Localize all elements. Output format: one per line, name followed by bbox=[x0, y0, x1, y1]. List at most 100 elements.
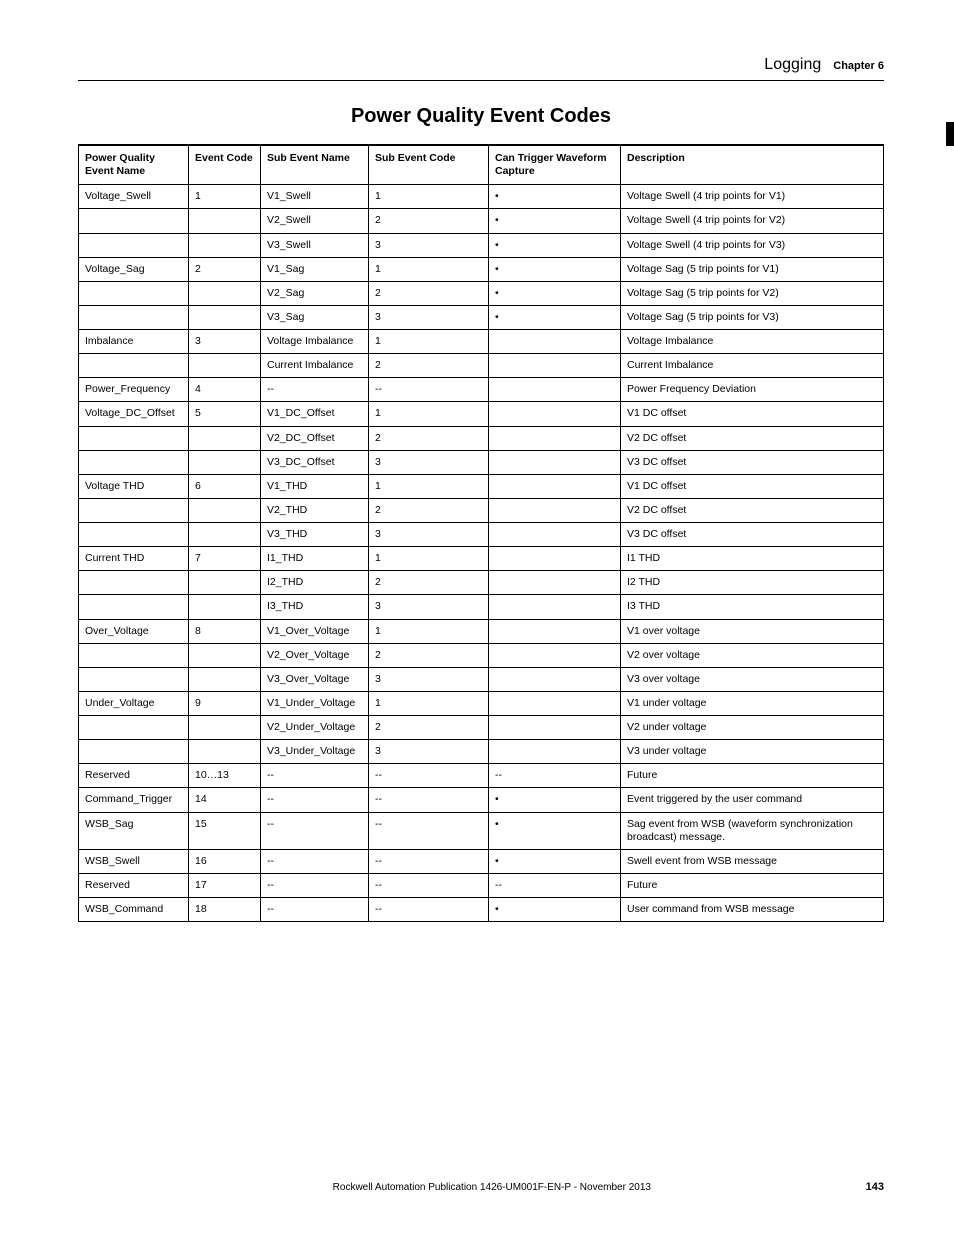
cell-sub-name: V3_Under_Voltage bbox=[261, 740, 369, 764]
table-row: V2_Over_Voltage2V2 over voltage bbox=[79, 643, 884, 667]
cell-description: Sag event from WSB (waveform synchroniza… bbox=[621, 812, 884, 849]
cell-event-code bbox=[189, 281, 261, 305]
cell-event-name bbox=[79, 450, 189, 474]
cell-description: Voltage Imbalance bbox=[621, 330, 884, 354]
cell-trigger bbox=[489, 378, 621, 402]
table-row: V2_DC_Offset2V2 DC offset bbox=[79, 426, 884, 450]
cell-sub-name: -- bbox=[261, 812, 369, 849]
cell-sub-code: 2 bbox=[369, 209, 489, 233]
cell-event-name bbox=[79, 643, 189, 667]
table-row: V3_THD3V3 DC offset bbox=[79, 523, 884, 547]
cell-event-code bbox=[189, 426, 261, 450]
cell-sub-name: -- bbox=[261, 898, 369, 922]
cell-description: I2 THD bbox=[621, 571, 884, 595]
cell-sub-name: -- bbox=[261, 378, 369, 402]
cell-sub-name: V1_Sag bbox=[261, 257, 369, 281]
cell-sub-name: V3_Swell bbox=[261, 233, 369, 257]
col-header: Event Code bbox=[189, 145, 261, 185]
cell-trigger: • bbox=[489, 849, 621, 873]
cell-sub-code: 3 bbox=[369, 450, 489, 474]
cell-event-code bbox=[189, 305, 261, 329]
cell-event-name: WSB_Swell bbox=[79, 849, 189, 873]
cell-trigger bbox=[489, 498, 621, 522]
table-row: V3_Over_Voltage3V3 over voltage bbox=[79, 667, 884, 691]
table-row: Imbalance3Voltage Imbalance1Voltage Imba… bbox=[79, 330, 884, 354]
table-row: V3_Sag3•Voltage Sag (5 trip points for V… bbox=[79, 305, 884, 329]
cell-trigger: • bbox=[489, 233, 621, 257]
table-row: Current THD7I1_THD1I1 THD bbox=[79, 547, 884, 571]
cell-event-code: 14 bbox=[189, 788, 261, 812]
cell-event-code bbox=[189, 740, 261, 764]
cell-event-code bbox=[189, 233, 261, 257]
cell-description: V3 DC offset bbox=[621, 450, 884, 474]
cell-trigger bbox=[489, 571, 621, 595]
cell-sub-name: -- bbox=[261, 849, 369, 873]
cell-sub-name: V1_Swell bbox=[261, 185, 369, 209]
cell-trigger bbox=[489, 667, 621, 691]
cell-description: V1 DC offset bbox=[621, 402, 884, 426]
cell-description: Power Frequency Deviation bbox=[621, 378, 884, 402]
cell-sub-code: -- bbox=[369, 788, 489, 812]
cell-event-name: Command_Trigger bbox=[79, 788, 189, 812]
cell-sub-name: V2_Sag bbox=[261, 281, 369, 305]
table-row: Over_Voltage8V1_Over_Voltage1V1 over vol… bbox=[79, 619, 884, 643]
cell-sub-code: 1 bbox=[369, 330, 489, 354]
cell-trigger bbox=[489, 691, 621, 715]
cell-event-code bbox=[189, 667, 261, 691]
cell-event-code: 1 bbox=[189, 185, 261, 209]
cell-event-code: 15 bbox=[189, 812, 261, 849]
cell-sub-name: V3_THD bbox=[261, 523, 369, 547]
cell-event-name: WSB_Sag bbox=[79, 812, 189, 849]
page-header: Logging Chapter 6 bbox=[78, 56, 884, 81]
cell-event-code bbox=[189, 209, 261, 233]
cell-event-name bbox=[79, 571, 189, 595]
cell-sub-name: I3_THD bbox=[261, 595, 369, 619]
cell-sub-name: I1_THD bbox=[261, 547, 369, 571]
cell-trigger bbox=[489, 523, 621, 547]
cell-sub-name: V3_Over_Voltage bbox=[261, 667, 369, 691]
cell-sub-code: -- bbox=[369, 764, 489, 788]
cell-trigger bbox=[489, 330, 621, 354]
cell-sub-code: 1 bbox=[369, 547, 489, 571]
table-row: Power_Frequency4----Power Frequency Devi… bbox=[79, 378, 884, 402]
cell-sub-name: -- bbox=[261, 873, 369, 897]
col-header: Power Quality Event Name bbox=[79, 145, 189, 185]
cell-description: Swell event from WSB message bbox=[621, 849, 884, 873]
cell-trigger bbox=[489, 595, 621, 619]
cell-sub-name: Current Imbalance bbox=[261, 354, 369, 378]
cell-description: Voltage Sag (5 trip points for V1) bbox=[621, 257, 884, 281]
cell-sub-name: -- bbox=[261, 764, 369, 788]
cell-description: V2 under voltage bbox=[621, 716, 884, 740]
col-header: Description bbox=[621, 145, 884, 185]
cell-trigger: • bbox=[489, 209, 621, 233]
cell-event-code bbox=[189, 354, 261, 378]
cell-sub-code: 3 bbox=[369, 740, 489, 764]
cell-trigger: • bbox=[489, 185, 621, 209]
table-row: I2_THD2I2 THD bbox=[79, 571, 884, 595]
cell-event-name: Reserved bbox=[79, 764, 189, 788]
cell-description: V2 over voltage bbox=[621, 643, 884, 667]
cell-sub-code: 2 bbox=[369, 281, 489, 305]
cell-event-name bbox=[79, 716, 189, 740]
cell-event-name: Imbalance bbox=[79, 330, 189, 354]
cell-event-name: Under_Voltage bbox=[79, 691, 189, 715]
table-row: WSB_Command18----•User command from WSB … bbox=[79, 898, 884, 922]
table-row: Reserved17------Future bbox=[79, 873, 884, 897]
cell-event-code bbox=[189, 523, 261, 547]
cell-description: Voltage Swell (4 trip points for V1) bbox=[621, 185, 884, 209]
cell-sub-code: 2 bbox=[369, 643, 489, 667]
table-row: V2_Sag2•Voltage Sag (5 trip points for V… bbox=[79, 281, 884, 305]
cell-event-name bbox=[79, 426, 189, 450]
cell-sub-code: 1 bbox=[369, 691, 489, 715]
cell-event-name: Over_Voltage bbox=[79, 619, 189, 643]
cell-trigger bbox=[489, 402, 621, 426]
cell-trigger: -- bbox=[489, 873, 621, 897]
cell-event-name bbox=[79, 523, 189, 547]
cell-description: V3 DC offset bbox=[621, 523, 884, 547]
cell-description: V1 under voltage bbox=[621, 691, 884, 715]
cell-description: Voltage Sag (5 trip points for V3) bbox=[621, 305, 884, 329]
cell-trigger: • bbox=[489, 305, 621, 329]
cell-trigger: -- bbox=[489, 764, 621, 788]
table-row: V3_Swell3•Voltage Swell (4 trip points f… bbox=[79, 233, 884, 257]
cell-sub-name: V1_DC_Offset bbox=[261, 402, 369, 426]
